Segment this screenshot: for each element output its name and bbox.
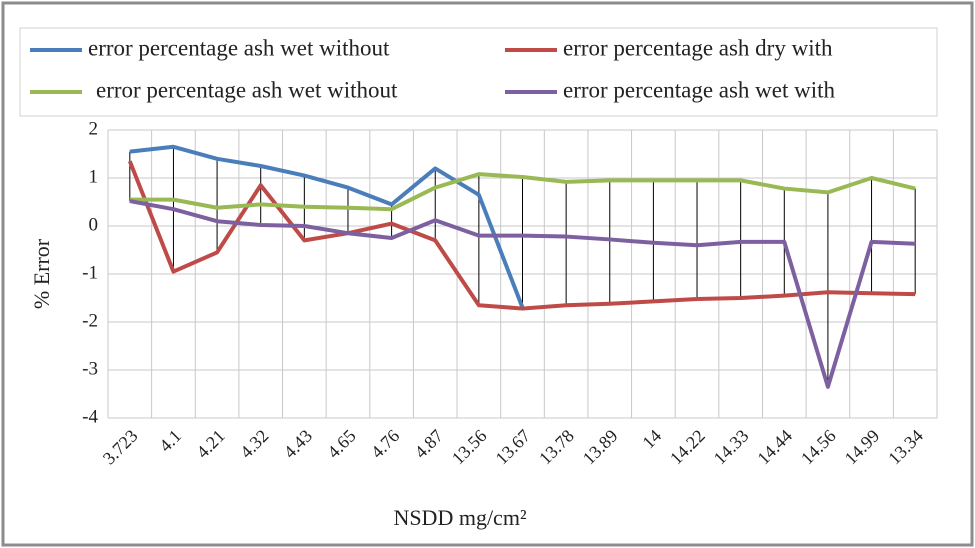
legend-box <box>19 27 938 117</box>
y-tick-label: 2 <box>89 118 99 139</box>
y-axis-title: % Error <box>29 238 54 309</box>
y-tick-label: -2 <box>82 310 98 331</box>
y-tick-label: -3 <box>82 358 98 379</box>
legend-label: error percentage ash wet without <box>88 35 390 60</box>
y-tick-label: -4 <box>82 406 98 427</box>
legend-label: error percentage ash wet without <box>96 77 398 102</box>
y-tick-label: 1 <box>89 166 99 187</box>
y-tick-label: 0 <box>89 214 99 235</box>
line-series <box>129 172 916 212</box>
y-tick-label: -1 <box>82 262 98 283</box>
x-axis-title: NSDD mg/cm² <box>393 505 527 530</box>
legend-label: error percentage ash wet with <box>563 77 836 102</box>
line-series <box>127 160 916 311</box>
legend-label: error percentage ash dry with <box>563 35 833 60</box>
line-series <box>129 199 916 389</box>
